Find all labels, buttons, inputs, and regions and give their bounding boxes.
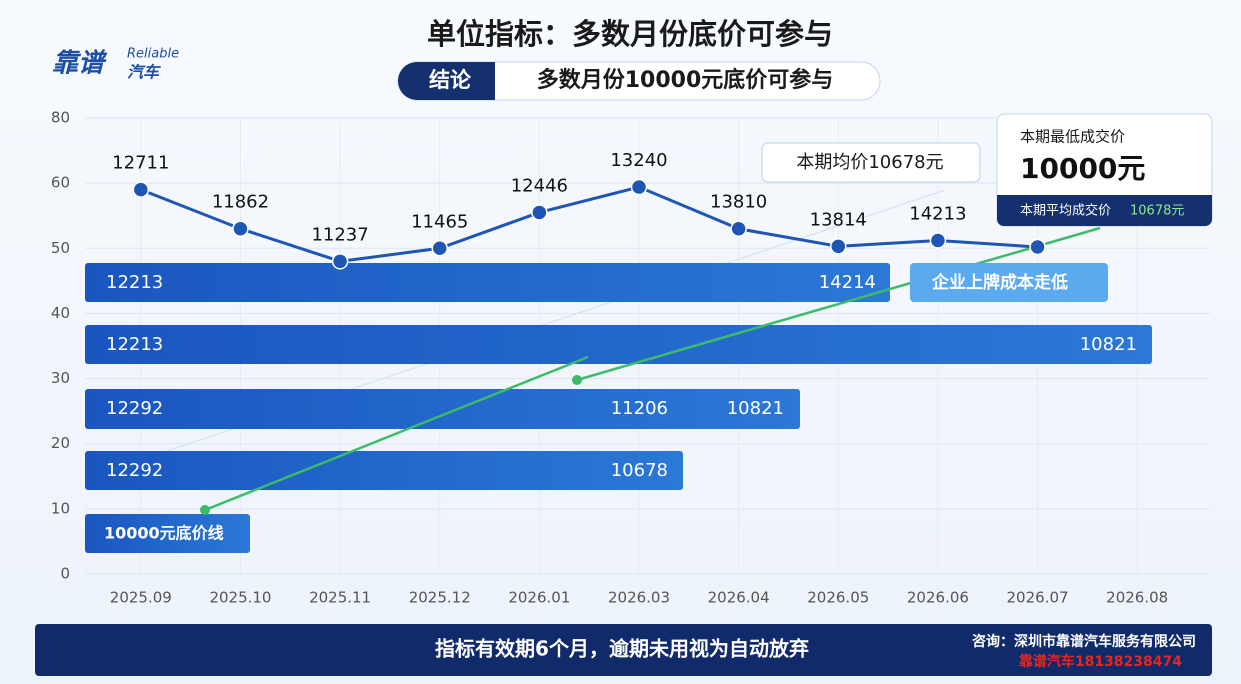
x-tick-label: 2025.12 xyxy=(409,589,471,607)
data-point xyxy=(531,204,548,221)
band-label: 12213 xyxy=(106,334,163,355)
average-callout xyxy=(761,142,981,183)
logo-latin: Reliable xyxy=(127,47,179,62)
conclusion: 多数月份10000元底价可参与 xyxy=(537,67,834,93)
trend-tag xyxy=(910,263,1108,302)
y-tick-label: 60 xyxy=(51,174,70,192)
band-label: 12292 xyxy=(106,460,163,481)
y-tick-label: 0 xyxy=(60,565,70,583)
point-label: 12711 xyxy=(112,153,169,174)
y-tick-label: 30 xyxy=(51,369,70,387)
conclusion-tag-bg xyxy=(398,62,495,100)
point-label: 12446 xyxy=(511,175,568,196)
point-label: 14213 xyxy=(909,203,966,224)
logo-sub: 汽车 xyxy=(127,63,161,82)
band-label: 10821 xyxy=(727,398,784,419)
x-tick-label: 2025.10 xyxy=(209,589,271,607)
average-label: 本期平均成交价 xyxy=(1020,203,1111,219)
trend-line xyxy=(204,355,589,512)
data-point xyxy=(630,178,648,196)
lowest-value: 10000元 xyxy=(1020,152,1145,185)
data-point xyxy=(830,238,847,255)
x-tick-label: 2026.07 xyxy=(1007,589,1069,607)
trend-tag-text: 企业上牌成本走低 xyxy=(931,272,1068,293)
data-point xyxy=(431,240,448,257)
footer-bar xyxy=(35,624,1212,676)
plot: 12711 11862 11237 11465 12446 13240 13810 13814… xyxy=(112,150,1046,270)
y-tick-label: 10 xyxy=(51,499,70,517)
data-point xyxy=(232,220,249,237)
data-point xyxy=(132,181,150,198)
footer-phone: 靠谱汽车18138238474 xyxy=(1019,653,1182,670)
y-tick-label: 80 xyxy=(51,109,70,127)
y-tick-label: 40 xyxy=(51,304,70,322)
band-label: 10000元底价线 xyxy=(104,524,224,543)
band-label: 12213 xyxy=(106,272,163,293)
footer-notice: 指标有效期6个月，逾期未用视为自动放弃 xyxy=(435,637,809,661)
data-point xyxy=(1029,238,1046,256)
data-point xyxy=(331,253,349,270)
x-tick-label: 2025.09 xyxy=(110,589,172,607)
price-box-strip xyxy=(997,195,1212,226)
trend-dot xyxy=(572,375,582,385)
band-label: 10678 xyxy=(611,460,668,481)
title: 单位指标：多数月份底价可参与 xyxy=(427,17,833,51)
conclusion-tag: 结论 xyxy=(429,68,472,92)
point-label: 13814 xyxy=(810,209,867,230)
band-label: 11206 xyxy=(611,398,668,419)
x-tick-label: 2026.04 xyxy=(708,589,770,607)
logo-brand: 靠谱 xyxy=(52,49,108,79)
y-tick-label: 50 xyxy=(51,239,70,257)
band-label: 14214 xyxy=(819,272,876,293)
x-tick-label: 2026.03 xyxy=(608,589,670,607)
x-tick-label: 2026.01 xyxy=(508,589,570,607)
band-label: 10821 xyxy=(1080,334,1137,355)
footer-contact: 咨询：深圳市靠谱汽车服务有限公司 xyxy=(972,633,1196,650)
y-tick-label: 20 xyxy=(51,434,70,452)
average-callout-text: 本期均价10678元 xyxy=(796,152,943,173)
x-tick-label: 2025.11 xyxy=(309,589,371,607)
band xyxy=(85,514,250,553)
x-tick-label: 2026.05 xyxy=(807,589,869,607)
lowest-label: 本期最低成交价 xyxy=(1020,128,1125,146)
band xyxy=(85,389,800,429)
trend-line xyxy=(576,226,1101,382)
band xyxy=(85,451,683,490)
data-point xyxy=(730,220,747,237)
x-tick-label: 2026.08 xyxy=(1106,589,1168,607)
band xyxy=(85,263,890,302)
point-label: 11237 xyxy=(311,224,368,245)
average-value: 10678元 xyxy=(1130,204,1184,219)
series-line xyxy=(140,185,1038,263)
point-label: 11862 xyxy=(212,192,269,213)
data-point xyxy=(929,232,947,249)
band-label: 12292 xyxy=(106,398,163,419)
trend-dot xyxy=(200,505,210,515)
point-label: 13240 xyxy=(610,150,667,171)
band xyxy=(85,325,1152,364)
point-label: 13810 xyxy=(710,192,767,213)
point-label: 11465 xyxy=(411,211,468,232)
x-tick-label: 2026.06 xyxy=(907,589,969,607)
